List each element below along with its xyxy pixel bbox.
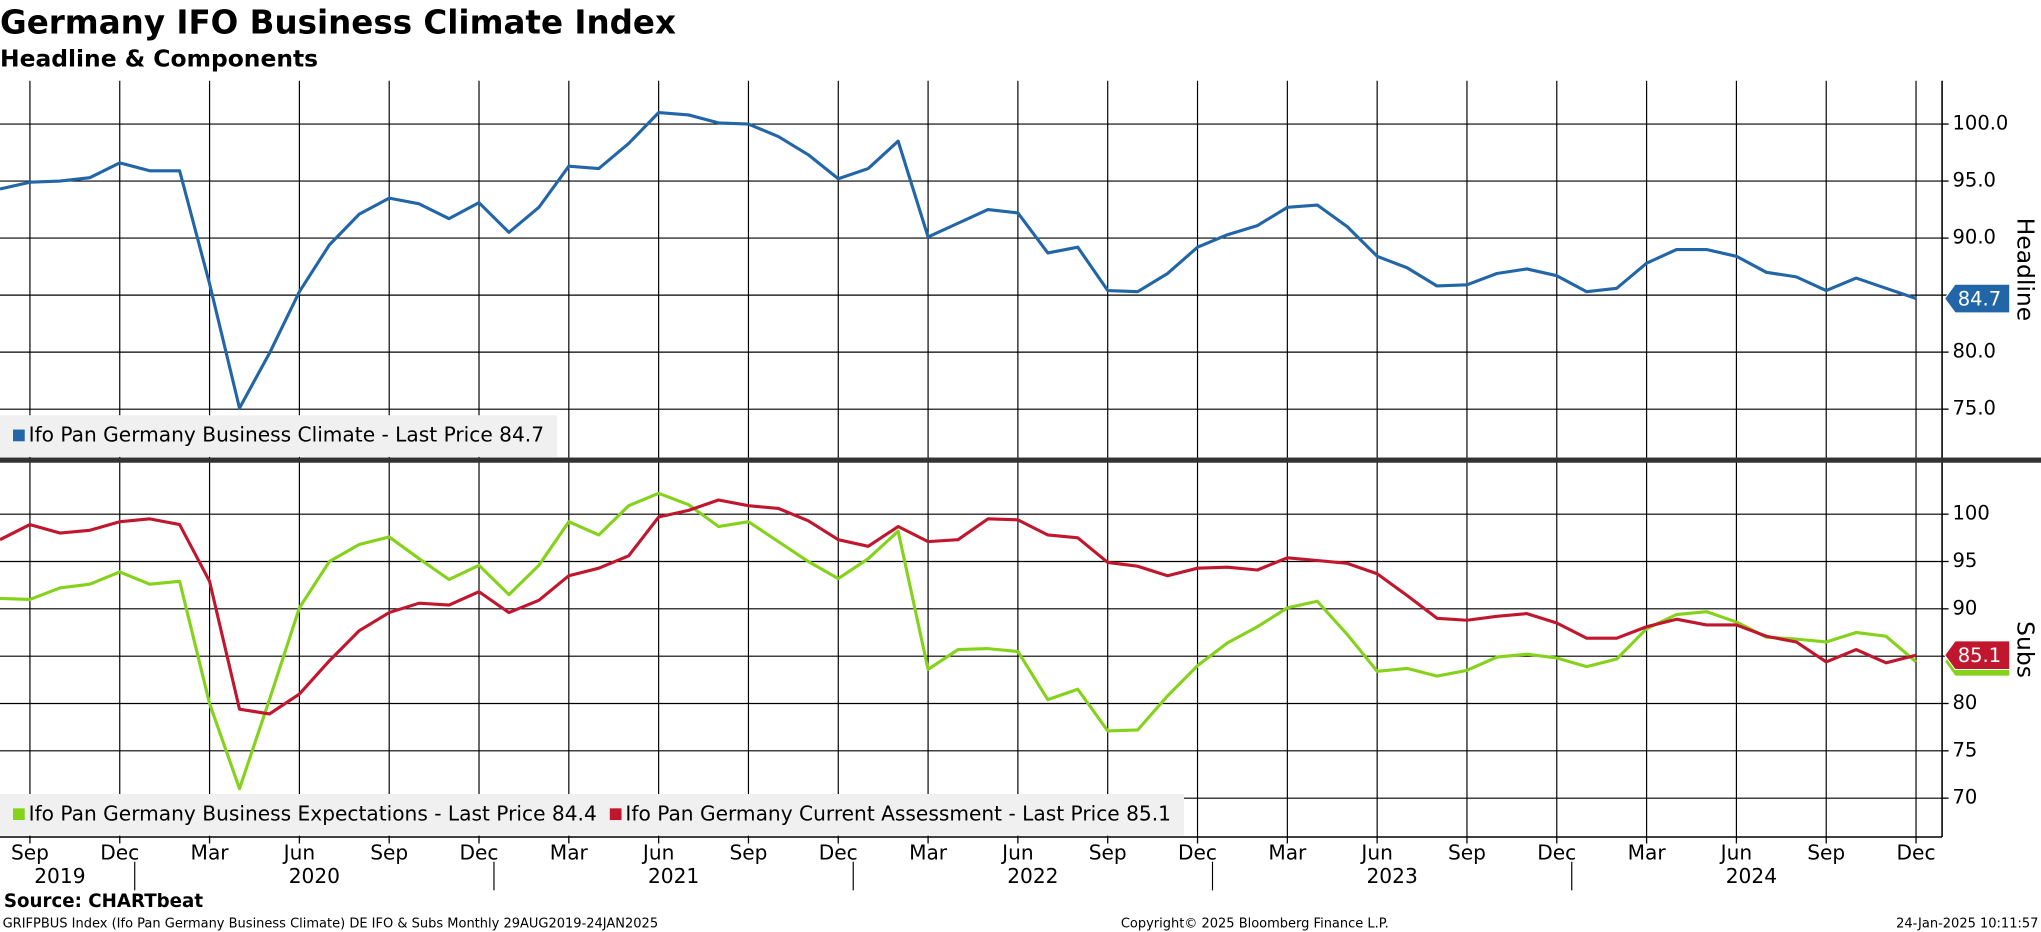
x-tick-label: Jun [641, 840, 675, 864]
y-tick-label: 100 [1952, 502, 1989, 525]
x-tick-label: Jun [282, 840, 316, 864]
x-tick-label: Mar [191, 840, 230, 864]
x-tick-label: Dec [1897, 840, 1936, 864]
y-tick-label: 95.0 [1952, 169, 1995, 192]
legend-box [0, 794, 1185, 836]
legend-swatch [13, 808, 25, 821]
x-year-label: 2019 [34, 864, 85, 888]
legend-swatch [609, 808, 622, 821]
legend-label: Ifo Pan Germany Current Assessment - Las… [625, 801, 1171, 825]
y-tick-label: 70 [1952, 786, 1977, 809]
x-tick-label: Dec [1178, 840, 1217, 864]
x-year-label: 2024 [1726, 864, 1777, 888]
y-tick-label: 95 [1952, 549, 1977, 572]
x-tick-label: Dec [460, 840, 499, 864]
x-year-label: 2023 [1366, 864, 1417, 888]
y-axis-label: Subs [2012, 621, 2040, 678]
x-tick-label: Dec [819, 840, 858, 864]
x-tick-label: Sep [1807, 840, 1845, 864]
last-value-label: 84.7 [1958, 287, 2001, 310]
footer-center: Copyright© 2025 Bloomberg Finance L.P. [1121, 917, 1389, 932]
y-tick-label: 90.0 [1952, 226, 1995, 249]
x-tick-label: Mar [909, 840, 948, 864]
x-tick-label: Dec [1537, 840, 1576, 864]
x-tick-label: Dec [100, 840, 139, 864]
chart-subtitle: Headline & Components [0, 44, 318, 72]
series-line [0, 498, 1917, 716]
x-tick-label: Jun [1719, 840, 1753, 864]
legend-label: Ifo Pan Germany Business Expectations - … [29, 801, 597, 825]
x-tick-label: Jun [1000, 840, 1033, 864]
last-value-tag [1944, 283, 2011, 314]
x-year-label: 2020 [289, 864, 340, 888]
panel-divider [0, 457, 2041, 463]
series-line [0, 111, 1917, 410]
x-tick-label: Sep [1448, 840, 1486, 864]
x-tick-label: Sep [1089, 840, 1127, 864]
y-tick-label: 80 [1952, 691, 1977, 714]
x-tick-label: Mar [550, 840, 589, 864]
y-tick-label: 90 [1952, 596, 1977, 619]
x-tick-label: Mar [1628, 840, 1667, 864]
source: Source: CHARTbeat [4, 891, 203, 912]
y-tick-label: 75.0 [1952, 397, 1995, 420]
legend-swatch [13, 429, 25, 442]
x-tick-label: Sep [11, 840, 49, 864]
chart-title: Germany IFO Business Climate Index [0, 4, 676, 42]
last-value-tag [1944, 640, 2011, 671]
y-tick-label: 75 [1952, 738, 1977, 761]
last-value-label: 85.1 [1958, 644, 2001, 667]
footer-right: 24-Jan-2025 10:11:57 [1896, 917, 2038, 932]
x-tick-label: Mar [1268, 840, 1307, 864]
legend-box [0, 415, 558, 457]
x-tick-label: Sep [729, 840, 767, 864]
y-tick-label: 100.0 [1952, 112, 2008, 135]
y-axis-label: Headline [2012, 218, 2040, 321]
legend-label: Ifo Pan Germany Business Climate - Last … [29, 423, 544, 447]
footer-left: GRIFPBUS Index (Ifo Pan Germany Business… [3, 917, 659, 932]
series-line [0, 491, 1918, 791]
x-year-label: 2021 [648, 864, 699, 888]
y-tick-label: 80.0 [1952, 340, 1995, 363]
x-tick-label: Jun [1359, 840, 1393, 864]
x-tick-label: Sep [370, 840, 408, 864]
x-year-label: 2022 [1007, 864, 1058, 888]
